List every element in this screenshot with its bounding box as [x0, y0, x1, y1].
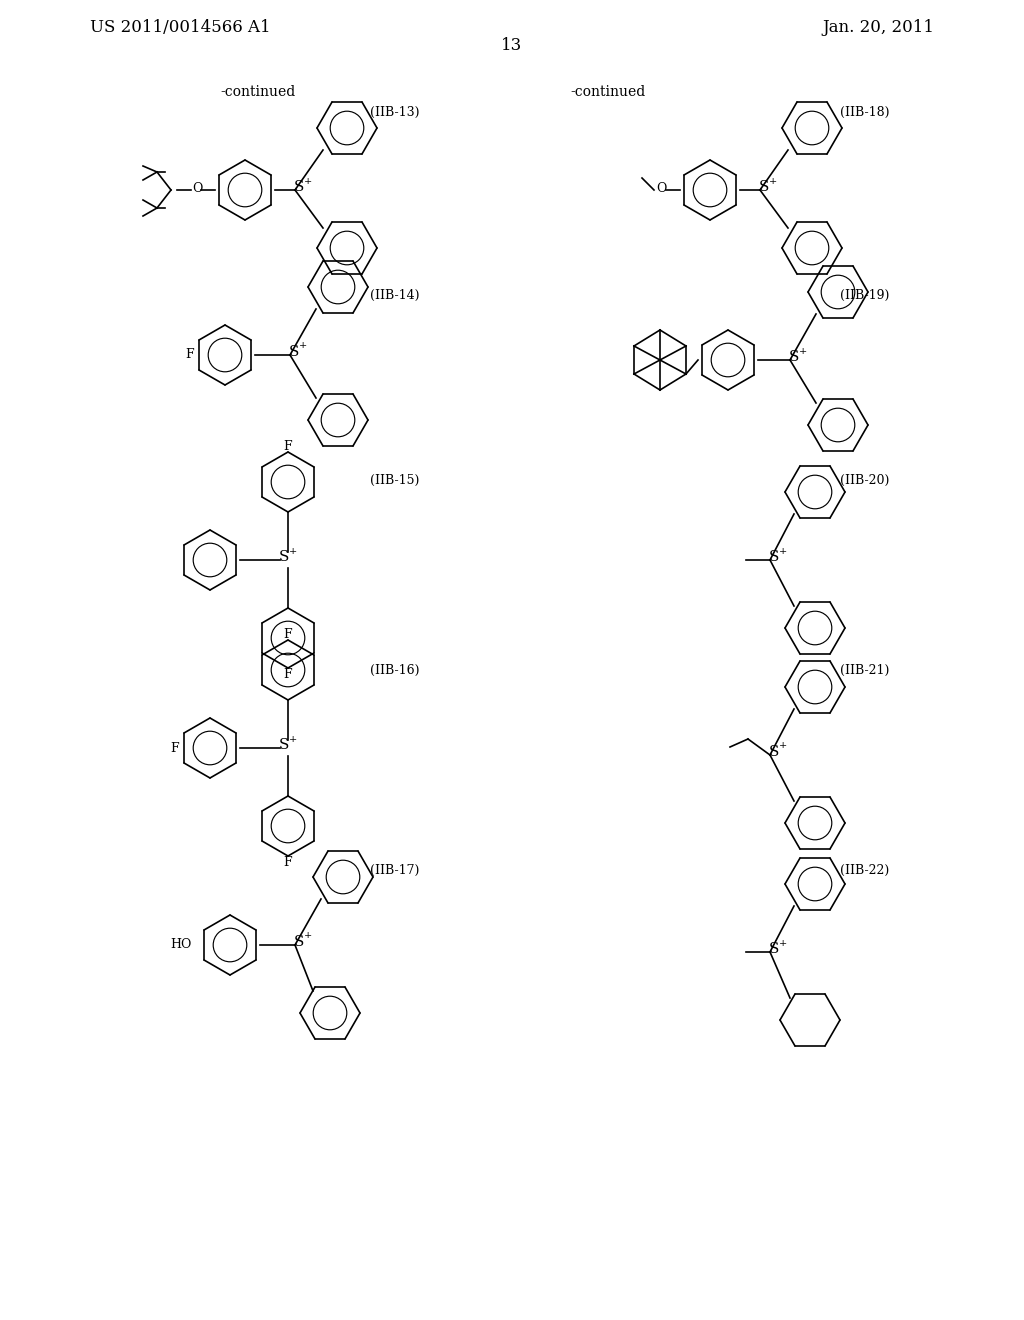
Text: +: + — [779, 742, 787, 751]
Text: S: S — [759, 180, 769, 194]
Text: +: + — [304, 932, 312, 940]
Text: (IIB-16): (IIB-16) — [370, 664, 420, 676]
Text: (IIB-14): (IIB-14) — [370, 289, 420, 301]
Text: S: S — [279, 550, 289, 564]
Text: F: F — [284, 440, 292, 453]
Text: HO: HO — [171, 939, 193, 952]
Text: (IIB-20): (IIB-20) — [840, 474, 890, 487]
Text: +: + — [779, 939, 787, 948]
Text: US 2011/0014566 A1: US 2011/0014566 A1 — [90, 18, 270, 36]
Text: +: + — [299, 342, 307, 351]
Text: (IIB-19): (IIB-19) — [840, 289, 890, 301]
Text: S: S — [294, 935, 304, 949]
Text: S: S — [294, 180, 304, 194]
Text: +: + — [779, 546, 787, 556]
Text: F: F — [284, 855, 292, 869]
Text: O: O — [191, 182, 202, 195]
Text: S: S — [769, 942, 779, 956]
Text: S: S — [769, 550, 779, 564]
Text: +: + — [799, 346, 807, 355]
Text: F: F — [171, 742, 179, 755]
Text: (IIB-17): (IIB-17) — [370, 863, 420, 876]
Text: (IIB-13): (IIB-13) — [370, 106, 420, 119]
Text: (IIB-15): (IIB-15) — [370, 474, 420, 487]
Text: F: F — [185, 348, 195, 362]
Text: F: F — [284, 668, 292, 681]
Text: (IIB-21): (IIB-21) — [840, 664, 890, 676]
Text: +: + — [769, 177, 777, 186]
Text: +: + — [304, 177, 312, 186]
Text: F: F — [284, 627, 292, 640]
Text: 13: 13 — [502, 37, 522, 54]
Text: Jan. 20, 2011: Jan. 20, 2011 — [822, 18, 934, 36]
Text: O: O — [655, 182, 667, 195]
Text: +: + — [289, 734, 297, 743]
Text: S: S — [279, 738, 289, 752]
Text: +: + — [289, 546, 297, 556]
Text: (IIB-18): (IIB-18) — [840, 106, 890, 119]
Text: S: S — [289, 345, 299, 359]
Text: S: S — [769, 744, 779, 759]
Text: -continued: -continued — [570, 84, 645, 99]
Text: S: S — [788, 350, 799, 364]
Text: -continued: -continued — [220, 84, 295, 99]
Text: (IIB-22): (IIB-22) — [840, 863, 889, 876]
